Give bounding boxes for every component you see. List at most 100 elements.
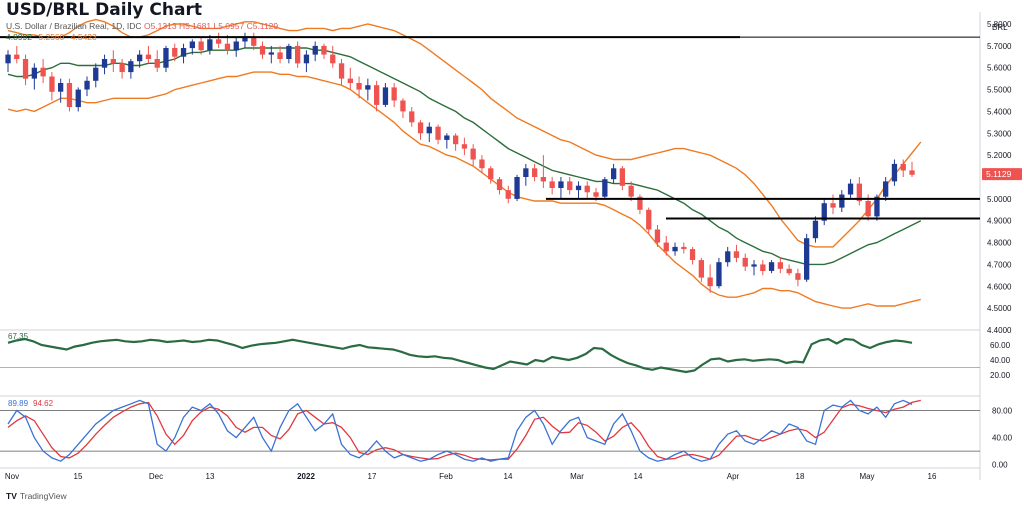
- candle-body: [347, 78, 353, 83]
- time-tick-label: 15: [74, 472, 83, 481]
- candle-body: [488, 168, 494, 180]
- candle-body: [804, 238, 810, 280]
- rsi-line: [7, 337, 913, 374]
- candle-body: [409, 111, 415, 123]
- candle-body: [374, 85, 380, 105]
- candle-body: [698, 260, 704, 278]
- tradingview-logo-text: TradingView: [19, 491, 67, 501]
- band-upper-value: 5.2560: [38, 32, 65, 42]
- candle-body: [110, 59, 116, 64]
- candle-body: [768, 262, 775, 271]
- candle-body: [619, 168, 625, 186]
- candle-body: [505, 190, 511, 199]
- candle-body: [567, 181, 573, 191]
- candle-body: [751, 264, 757, 267]
- time-tick-label: 18: [796, 472, 805, 481]
- candle-body: [496, 179, 503, 191]
- candle-body: [453, 135, 459, 145]
- bollinger-bands: [7, 18, 922, 309]
- price-tick-label: 4.5000: [987, 304, 1012, 313]
- candle-body: [233, 41, 239, 51]
- price-tick-label: 5.3000: [987, 129, 1012, 138]
- candle-body: [707, 277, 713, 287]
- stochastic-panel: 89.89 94.62: [0, 399, 980, 462]
- rsi-tick-label: 40.00: [990, 356, 1011, 365]
- candle-body: [286, 45, 292, 59]
- time-tick-label: 2022: [297, 472, 315, 481]
- candle-body: [277, 52, 283, 59]
- stoch-k-label: 89.89: [8, 399, 29, 408]
- candle-body: [865, 201, 871, 217]
- candle-body: [856, 183, 862, 202]
- price-tick-label: 4.4000: [987, 326, 1012, 335]
- candle-body: [154, 59, 160, 68]
- candle-body: [654, 229, 661, 243]
- instrument-legend: U.S. Dollar / Brazilian Real, 1D, IDC O5…: [6, 21, 278, 31]
- candle-body: [900, 163, 906, 171]
- candle-body: [786, 268, 792, 274]
- candle-body: [847, 183, 854, 195]
- candle-body: [558, 181, 564, 188]
- instrument-name: U.S. Dollar / Brazilian Real, 1D, IDC: [6, 21, 142, 31]
- candle-body: [224, 43, 231, 51]
- time-tick-label: 14: [504, 472, 513, 481]
- candle-body: [303, 54, 310, 64]
- candle-body: [22, 59, 29, 79]
- candle-body: [163, 48, 169, 68]
- candle-body: [137, 54, 143, 62]
- candle-body: [628, 185, 634, 197]
- band-mid-value: 4.8992: [6, 32, 32, 42]
- candle-body: [268, 52, 274, 55]
- panel-frames: [0, 12, 981, 480]
- candle-body: [128, 61, 134, 73]
- stoch-d-line: [7, 399, 921, 461]
- candle-body: [812, 220, 819, 239]
- candle-body: [830, 203, 836, 208]
- candle-body: [540, 177, 546, 182]
- stoch-tick-label: 0.00: [992, 461, 1008, 470]
- ohlc-close: C5.1129: [246, 21, 279, 31]
- candlestick-series: [5, 32, 915, 293]
- price-tick-label: 5.6000: [987, 64, 1012, 73]
- candle-body: [101, 59, 108, 68]
- candle-body: [400, 100, 406, 112]
- bollinger-lower-line: [7, 71, 921, 309]
- bands-legend: 4.8992 5.2560 4.5423: [6, 32, 97, 42]
- time-tick-label: 16: [928, 472, 937, 481]
- price-tick-label: 4.8000: [987, 239, 1012, 248]
- candle-body: [75, 89, 81, 108]
- time-tick-label: Feb: [439, 472, 453, 481]
- candle-body: [40, 67, 46, 77]
- candle-body: [444, 135, 450, 140]
- candle-body: [874, 196, 880, 217]
- candle-body: [145, 54, 152, 59]
- candle-body: [733, 251, 740, 258]
- candle-body: [216, 39, 222, 44]
- time-tick-label: Mar: [570, 472, 584, 481]
- candle-body: [742, 257, 748, 267]
- rsi-panel: 67.35: [0, 332, 980, 374]
- candle-body: [479, 159, 485, 169]
- candle-body: [198, 41, 204, 51]
- tradingview-logo[interactable]: TV TradingView: [6, 491, 67, 501]
- candle-body: [251, 37, 257, 46]
- candle-body: [49, 76, 55, 92]
- candle-body: [242, 37, 248, 42]
- ohlc-low: L5.0957: [213, 21, 245, 31]
- candle-body: [365, 85, 371, 90]
- candle-body: [839, 194, 845, 208]
- currency-label: BRL: [992, 23, 1008, 32]
- candle-body: [189, 41, 195, 49]
- candle-body: [295, 45, 301, 64]
- candle-body: [611, 168, 617, 180]
- band-lower-value: 4.5423: [70, 32, 97, 42]
- ohlc-high: H5.1681: [178, 21, 212, 31]
- candle-body: [426, 126, 432, 134]
- candle-body: [180, 48, 187, 57]
- price-tick-label: 4.7000: [987, 260, 1012, 269]
- rsi-value-label: 67.35: [8, 332, 29, 341]
- horizontal-lines[interactable]: [0, 36, 980, 220]
- candle-body: [207, 39, 213, 51]
